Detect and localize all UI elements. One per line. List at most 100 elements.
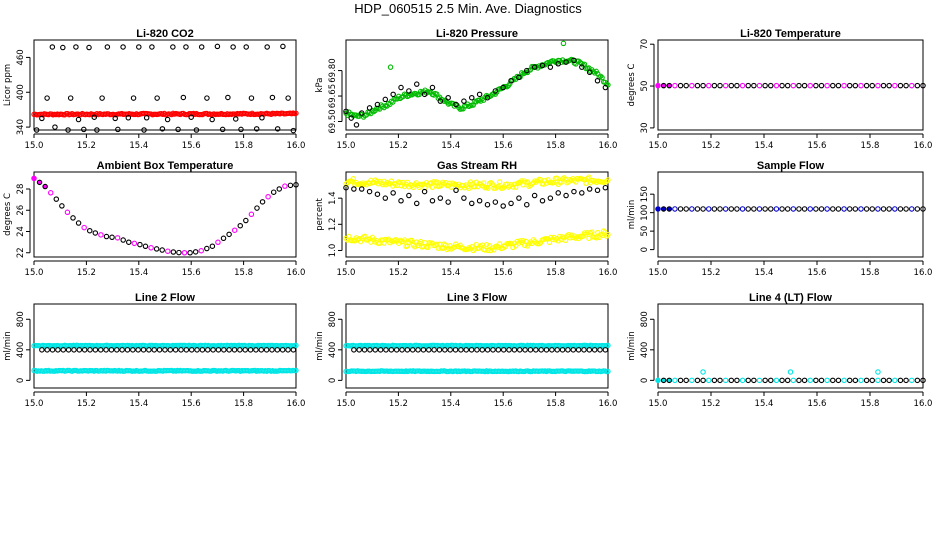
y-tick-label: 28 xyxy=(16,184,26,195)
data-point xyxy=(694,206,701,212)
data-point xyxy=(500,203,506,209)
data-point xyxy=(779,206,785,212)
data-point xyxy=(358,186,365,192)
data-point xyxy=(188,347,195,353)
data-point xyxy=(204,245,210,252)
data-point xyxy=(841,82,847,89)
data-point xyxy=(422,239,428,246)
panel-6: Sample Flow 15.0 15.2 15.4 15.6 15.8 16.0 0 50 10… xyxy=(627,160,932,278)
data-point xyxy=(149,44,155,50)
panel-title: Ambient Box Temperature xyxy=(97,160,234,172)
data-point xyxy=(586,69,593,76)
x-tick-label: 15.4 xyxy=(441,141,460,151)
plot-frame xyxy=(345,39,609,131)
data-point xyxy=(406,88,412,94)
data-point xyxy=(547,195,554,201)
data-point xyxy=(421,188,428,195)
series-1 xyxy=(655,377,926,384)
data-point xyxy=(492,199,499,205)
data-point xyxy=(722,377,729,384)
data-point xyxy=(666,82,673,89)
x-tick-label: 16.0 xyxy=(914,268,933,278)
data-point xyxy=(461,98,467,104)
data-point xyxy=(581,61,588,67)
y-tick-label: 69.65 xyxy=(328,84,338,108)
x-tick-label: 15.0 xyxy=(337,268,356,278)
data-point xyxy=(263,347,270,353)
y-axis-label: percent xyxy=(315,198,325,231)
data-point xyxy=(705,82,712,89)
data-point xyxy=(787,369,794,375)
data-point xyxy=(382,195,389,201)
data-point xyxy=(369,234,375,240)
x-tick-label: 15.4 xyxy=(441,268,460,278)
data-point xyxy=(44,347,50,353)
data-point xyxy=(94,127,100,133)
data-point xyxy=(892,206,898,212)
data-point xyxy=(146,347,152,353)
data-point xyxy=(560,40,567,47)
data-point xyxy=(784,206,791,212)
data-point xyxy=(484,347,491,353)
data-point xyxy=(472,184,478,190)
data-point xyxy=(130,347,136,353)
data-point xyxy=(666,206,673,212)
data-point xyxy=(880,377,887,384)
data-point xyxy=(445,94,451,101)
x-tick-label: 15.6 xyxy=(808,141,827,151)
data-point xyxy=(436,347,443,353)
data-point xyxy=(159,247,165,253)
data-point xyxy=(745,206,751,212)
data-point xyxy=(356,347,362,353)
data-point xyxy=(903,206,909,212)
data-point xyxy=(170,44,176,50)
data-point xyxy=(589,229,595,235)
data-point xyxy=(492,88,499,94)
data-point xyxy=(717,377,723,384)
data-point xyxy=(413,200,420,207)
data-point xyxy=(593,235,599,241)
data-point xyxy=(846,206,853,212)
data-point xyxy=(142,243,149,250)
data-point xyxy=(683,206,689,212)
data-point xyxy=(372,347,379,353)
data-point xyxy=(225,94,231,101)
data-point xyxy=(469,200,475,207)
data-point xyxy=(892,377,898,384)
data-point xyxy=(869,82,876,89)
panel-title: Line 4 (LT) Flow xyxy=(749,292,832,304)
data-point xyxy=(204,95,210,101)
data-point xyxy=(527,347,534,353)
series-3 xyxy=(387,40,567,70)
data-point xyxy=(717,82,723,89)
x-tick-label: 15.8 xyxy=(234,268,253,278)
panel-5: Gas Stream RH 15.0 15.2 15.4 15.6 15.8 16.0 1.0… xyxy=(315,160,617,278)
data-point xyxy=(807,377,813,384)
data-point xyxy=(790,206,797,212)
data-point xyxy=(880,206,887,212)
data-point xyxy=(112,115,118,122)
data-point xyxy=(751,82,757,89)
data-point xyxy=(264,44,270,50)
x-tick-label: 16.0 xyxy=(599,268,618,278)
data-point xyxy=(517,347,523,353)
data-point xyxy=(86,227,93,234)
x-tick-label: 15.0 xyxy=(649,268,668,278)
data-point xyxy=(220,235,227,242)
data-point xyxy=(903,377,909,384)
plot-frame xyxy=(345,171,609,258)
data-point xyxy=(539,62,546,69)
data-point xyxy=(494,89,500,95)
x-tick-label: 15.2 xyxy=(77,399,96,409)
data-point xyxy=(199,347,206,353)
data-point xyxy=(768,206,774,212)
y-tick-label: 1.2 xyxy=(328,218,338,232)
data-point xyxy=(103,233,110,240)
data-point xyxy=(469,94,475,101)
data-point xyxy=(756,206,763,212)
x-tick-label: 15.8 xyxy=(546,399,565,409)
data-point xyxy=(81,347,88,353)
x-tick-label: 15.4 xyxy=(441,399,460,409)
series-2 xyxy=(700,369,881,375)
data-point xyxy=(348,115,354,121)
